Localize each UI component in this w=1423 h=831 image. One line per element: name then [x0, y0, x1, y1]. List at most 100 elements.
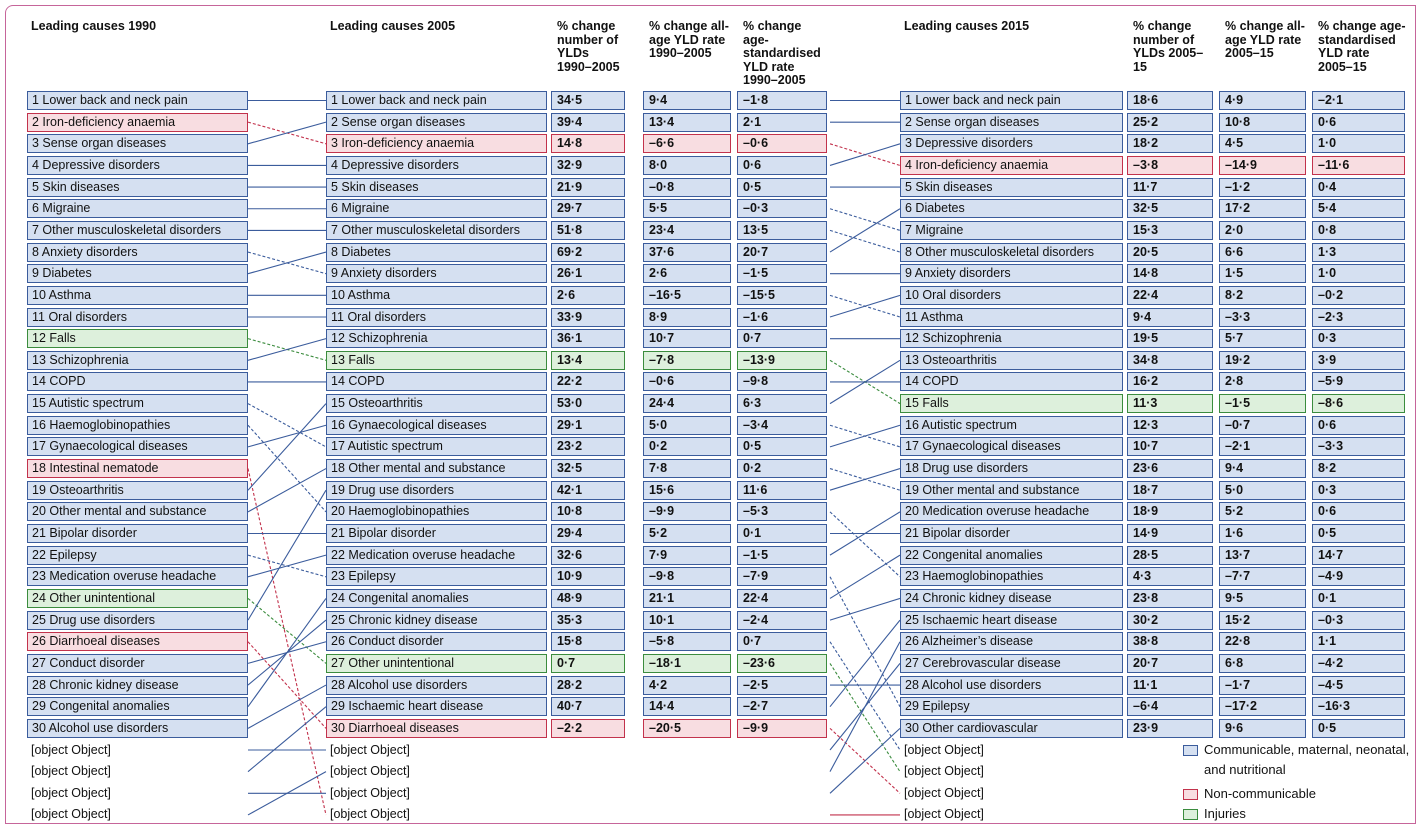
cause-box: 7 Other musculoskeletal disorders — [326, 220, 547, 240]
value: –0·6 — [649, 374, 675, 389]
value: 53·0 — [557, 396, 583, 411]
value-cell: 9·6 — [1219, 718, 1306, 738]
value: –4·5 — [1318, 677, 1344, 692]
cause-box: 17 Gynaecological diseases — [900, 437, 1123, 457]
cause-box: 24 Other unintentional — [27, 588, 248, 608]
cause-label: 3 Sense organ diseases — [32, 136, 167, 151]
cause-box: 18 Drug use disorders — [900, 459, 1123, 479]
value: 2·6 — [649, 266, 668, 281]
value-cell: 23·2 — [551, 437, 625, 457]
value: 19·2 — [1225, 352, 1251, 367]
value: –13·9 — [743, 352, 775, 367]
value: 18·6 — [1133, 93, 1159, 107]
rank-connector — [247, 121, 327, 145]
cause-box: 3 Sense organ diseases — [27, 134, 248, 154]
rank-connector — [829, 511, 901, 556]
value-cell: 0·4 — [1312, 177, 1405, 197]
value-cell: 7·8 — [643, 459, 731, 479]
value: –11·6 — [1318, 157, 1350, 172]
value-cell: –1·5 — [737, 264, 827, 284]
value-cell: 35·3 — [551, 610, 625, 630]
cause-label: 30 Alcohol use disorders — [32, 720, 169, 735]
cause-box: 10 Asthma — [326, 285, 547, 305]
value: 5·5 — [649, 201, 668, 216]
cause-label: 10 Asthma — [32, 287, 92, 302]
value-cell: –0·6 — [643, 372, 731, 392]
cause-box: 15 Osteoarthritis — [326, 394, 547, 414]
value: 8·2 — [1225, 287, 1244, 302]
value: 10·7 — [1133, 439, 1159, 454]
value: 5·7 — [1225, 331, 1244, 346]
cause-box: 12 Schizophrenia — [900, 329, 1123, 349]
cause-label: 16 Autistic spectrum — [905, 417, 1017, 432]
value-cell: 34·5 — [551, 91, 625, 110]
value: 15·6 — [649, 482, 675, 497]
value: 5·2 — [649, 526, 668, 540]
value: –9·8 — [649, 569, 675, 584]
value: 23·2 — [557, 439, 583, 454]
value: –2·4 — [743, 612, 769, 627]
value-cell: –9·9 — [737, 718, 827, 738]
value-cell: 18·9 — [1127, 502, 1213, 522]
cause-box: 25 Ischaemic heart disease — [900, 610, 1123, 630]
legend-swatch — [1183, 789, 1198, 800]
cause-label: 13 Osteoarthritis — [905, 352, 997, 367]
cause-label: 13 Schizophrenia — [32, 352, 129, 367]
value: 4·3 — [1133, 569, 1152, 584]
value-cell: –18·1 — [643, 653, 731, 673]
value-cell: 26·1 — [551, 264, 625, 284]
cause-label: 12 Schizophrenia — [905, 331, 1002, 346]
value: –3·3 — [1225, 309, 1251, 324]
value: –4·2 — [1318, 655, 1344, 670]
value: 6·6 — [1225, 244, 1244, 259]
value-cell: 4·2 — [643, 675, 731, 695]
value: 9·5 — [1225, 590, 1244, 605]
cause-label: 27 Conduct disorder — [32, 655, 145, 670]
cause-label: 8 Diabetes — [331, 244, 391, 259]
value: 0·2 — [649, 439, 668, 454]
value: 23·8 — [1133, 590, 1159, 605]
value-cell: 21·9 — [551, 177, 625, 197]
value-cell: –2·5 — [737, 675, 827, 695]
rank-connector — [829, 619, 901, 708]
value: –15·5 — [743, 287, 775, 302]
value-cell: 69·2 — [551, 242, 625, 262]
value: 25·2 — [1133, 114, 1159, 129]
value: 2·1 — [743, 114, 762, 129]
value: –17·2 — [1225, 699, 1257, 714]
value-cell: 0·6 — [1312, 502, 1405, 522]
value-cell: 51·8 — [551, 220, 625, 240]
cause-label: 29 Epilepsy — [905, 699, 970, 714]
cause-box: 19 Drug use disorders — [326, 480, 547, 500]
cause-label: [object Object] — [31, 764, 111, 779]
cause-label: 25 Ischaemic heart disease — [905, 612, 1058, 627]
value-cell: 0·5 — [1312, 718, 1405, 738]
cause-label: [object Object] — [330, 785, 410, 800]
cause-box: 16 Haemoglobinopathies — [27, 415, 248, 435]
cause-label: 21 Bipolar disorder — [905, 526, 1010, 540]
cause-label: 2 Sense organ diseases — [331, 114, 466, 129]
value: 20·7 — [743, 244, 769, 259]
value-cell: –11·6 — [1312, 155, 1405, 175]
value: 14·7 — [1318, 547, 1344, 562]
value: 1·0 — [1318, 266, 1337, 281]
value: 0·6 — [1318, 504, 1337, 519]
value-cell: 10·8 — [551, 502, 625, 522]
value-cell: 0·5 — [737, 177, 827, 197]
cause-label: 9 Diabetes — [32, 266, 92, 281]
column-header: % change number of YLDs 2005–15 — [1133, 19, 1204, 74]
value-cell: –0·8 — [643, 177, 731, 197]
value-cell: 9·4 — [643, 91, 731, 110]
value-cell: –2·1 — [1219, 437, 1306, 457]
value: 0·7 — [557, 655, 576, 670]
value: 34·8 — [1133, 352, 1159, 367]
cause-label: [object Object] — [904, 764, 984, 779]
value-cell: 15·3 — [1127, 220, 1213, 240]
value: –9·9 — [743, 720, 769, 735]
cause-label: 2 Sense organ diseases — [905, 114, 1040, 129]
value: 22·4 — [743, 590, 769, 605]
cause-box: 9 Anxiety disorders — [900, 264, 1123, 284]
value: 18·2 — [1133, 136, 1159, 151]
value: 15·8 — [557, 634, 583, 649]
value: 40·7 — [557, 699, 583, 714]
